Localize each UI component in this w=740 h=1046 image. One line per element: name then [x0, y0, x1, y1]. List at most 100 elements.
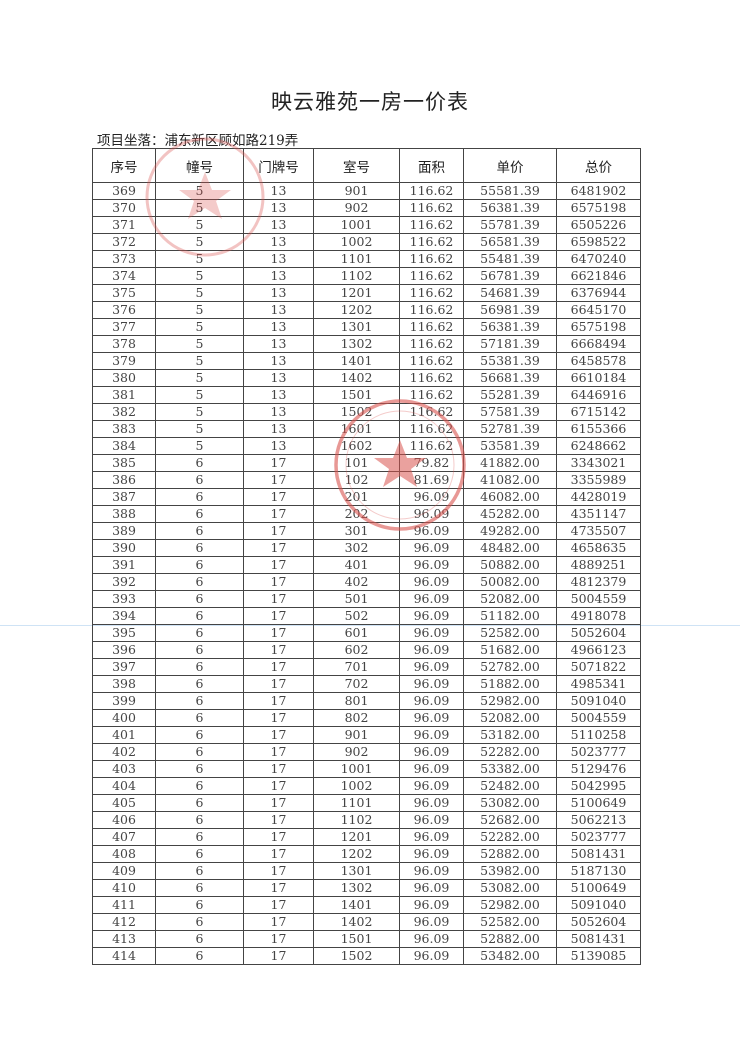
- cell-unit-price: 55481.39: [463, 250, 557, 268]
- cell-room: 1401: [313, 896, 400, 914]
- cell-door: 17: [243, 522, 314, 540]
- cell-area: 116.62: [399, 216, 464, 234]
- cell-room: 701: [313, 658, 400, 676]
- cell-room: 302: [313, 539, 400, 557]
- cell-door: 13: [243, 318, 314, 336]
- table-row: 388 6 17 202 96.09 45282.00 4351147: [92, 505, 641, 523]
- cell-total-price: 5139085: [556, 947, 641, 965]
- cell-area: 96.09: [399, 488, 464, 506]
- cell-unit-price: 56681.39: [463, 369, 557, 387]
- table-row: 397 6 17 701 96.09 52782.00 5071822: [92, 658, 641, 676]
- cell-building: 5: [155, 386, 244, 404]
- cell-building: 5: [155, 301, 244, 319]
- cell-seq: 377: [92, 318, 156, 336]
- cell-seq: 410: [92, 879, 156, 897]
- cell-total-price: 5091040: [556, 692, 641, 710]
- cell-total-price: 5091040: [556, 896, 641, 914]
- cell-unit-price: 56581.39: [463, 233, 557, 251]
- cell-door: 17: [243, 454, 314, 472]
- cell-unit-price: 52082.00: [463, 709, 557, 727]
- cell-area: 96.09: [399, 828, 464, 846]
- cell-total-price: 6598522: [556, 233, 641, 251]
- cell-area: 96.09: [399, 811, 464, 829]
- cell-room: 702: [313, 675, 400, 693]
- cell-seq: 394: [92, 607, 156, 625]
- cell-seq: 374: [92, 267, 156, 285]
- header-unit-price: 单价: [463, 148, 557, 183]
- cell-room: 1402: [313, 913, 400, 931]
- project-location: 项目坐落：浦东新区顾如路219弄: [97, 133, 299, 149]
- table-row: 380 5 13 1402 116.62 56681.39 6610184: [92, 369, 641, 387]
- cell-room: 1101: [313, 250, 400, 268]
- cell-unit-price: 53082.00: [463, 879, 557, 897]
- cell-total-price: 6621846: [556, 267, 641, 285]
- cell-seq: 370: [92, 199, 156, 217]
- header-seq: 序号: [92, 148, 156, 183]
- cell-building: 6: [155, 539, 244, 557]
- cell-total-price: 6155366: [556, 420, 641, 438]
- cell-seq: 408: [92, 845, 156, 863]
- cell-room: 402: [313, 573, 400, 591]
- cell-unit-price: 41882.00: [463, 454, 557, 472]
- cell-unit-price: 56381.39: [463, 199, 557, 217]
- cell-building: 6: [155, 930, 244, 948]
- table-row: 384 5 13 1602 116.62 53581.39 6248662: [92, 437, 641, 455]
- cell-door: 13: [243, 199, 314, 217]
- cell-building: 5: [155, 318, 244, 336]
- table-row: 413 6 17 1501 96.09 52882.00 5081431: [92, 930, 641, 948]
- cell-building: 5: [155, 267, 244, 285]
- cell-total-price: 4812379: [556, 573, 641, 591]
- cell-seq: 378: [92, 335, 156, 353]
- cell-seq: 388: [92, 505, 156, 523]
- cell-total-price: 6715142: [556, 403, 641, 421]
- cell-door: 17: [243, 743, 314, 761]
- table-row: 401 6 17 901 96.09 53182.00 5110258: [92, 726, 641, 744]
- cell-unit-price: 50882.00: [463, 556, 557, 574]
- cell-room: 1402: [313, 369, 400, 387]
- cell-unit-price: 48482.00: [463, 539, 557, 557]
- cell-area: 116.62: [399, 199, 464, 217]
- cell-building: 6: [155, 896, 244, 914]
- cell-building: 5: [155, 233, 244, 251]
- cell-total-price: 6481902: [556, 182, 641, 200]
- cell-seq: 402: [92, 743, 156, 761]
- cell-room: 801: [313, 692, 400, 710]
- cell-door: 13: [243, 335, 314, 353]
- cell-building: 6: [155, 624, 244, 642]
- table-row: 409 6 17 1301 96.09 53982.00 5187130: [92, 862, 641, 880]
- cell-seq: 391: [92, 556, 156, 574]
- table-row: 411 6 17 1401 96.09 52982.00 5091040: [92, 896, 641, 914]
- cell-total-price: 4735507: [556, 522, 641, 540]
- cell-building: 5: [155, 437, 244, 455]
- table-row: 407 6 17 1201 96.09 52282.00 5023777: [92, 828, 641, 846]
- table-row: 385 6 17 101 79.82 41882.00 3343021: [92, 454, 641, 472]
- cell-building: 6: [155, 556, 244, 574]
- cell-unit-price: 51882.00: [463, 675, 557, 693]
- cell-seq: 379: [92, 352, 156, 370]
- cell-building: 6: [155, 845, 244, 863]
- cell-area: 116.62: [399, 420, 464, 438]
- table-row: 386 6 17 102 81.69 41082.00 3355989: [92, 471, 641, 489]
- cell-unit-price: 52882.00: [463, 930, 557, 948]
- cell-unit-price: 57581.39: [463, 403, 557, 421]
- cell-unit-price: 52082.00: [463, 590, 557, 608]
- cell-unit-price: 53581.39: [463, 437, 557, 455]
- cell-room: 1502: [313, 403, 400, 421]
- cell-building: 6: [155, 658, 244, 676]
- cell-seq: 384: [92, 437, 156, 455]
- cell-area: 96.09: [399, 641, 464, 659]
- cell-door: 13: [243, 301, 314, 319]
- cell-total-price: 4428019: [556, 488, 641, 506]
- cell-total-price: 5052604: [556, 913, 641, 931]
- cell-door: 17: [243, 641, 314, 659]
- cell-area: 96.09: [399, 896, 464, 914]
- cell-unit-price: 52982.00: [463, 896, 557, 914]
- cell-room: 501: [313, 590, 400, 608]
- cell-room: 1401: [313, 352, 400, 370]
- cell-seq: 385: [92, 454, 156, 472]
- cell-total-price: 5081431: [556, 845, 641, 863]
- cell-area: 116.62: [399, 233, 464, 251]
- table-row: 410 6 17 1302 96.09 53082.00 5100649: [92, 879, 641, 897]
- cell-door: 17: [243, 896, 314, 914]
- cell-unit-price: 56381.39: [463, 318, 557, 336]
